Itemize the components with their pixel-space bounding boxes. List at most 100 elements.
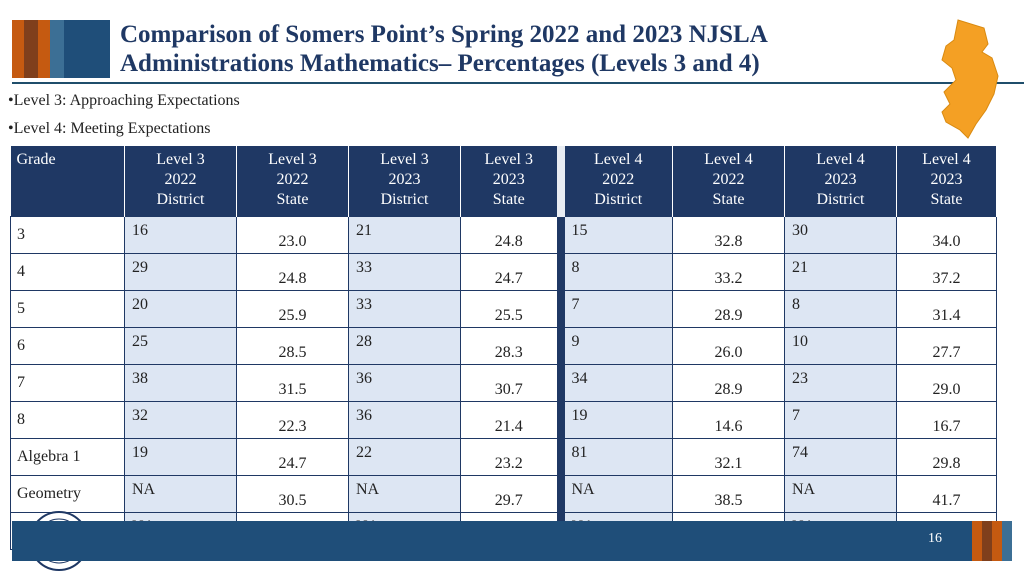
state-value-cell: 21.4 [460, 401, 561, 439]
state-value-cell: 29.0 [896, 364, 997, 402]
state-value-cell: 37.2 [896, 253, 997, 291]
district-value-cell: 30 [784, 216, 897, 254]
table-row: 8 32 22.3 36 21.4 19 14.6 7 16.7 [10, 401, 997, 439]
state-value-cell: 41.7 [896, 475, 997, 513]
table-row: 4 29 24.8 33 24.7 8 33.2 21 37.2 [10, 253, 997, 291]
district-value-cell: NA [556, 475, 673, 513]
table-header-row: Grade Level 3 2022 District Level 3 2022 Sta… [10, 146, 997, 217]
header-l4-2022-state: Level 4 2022 State [672, 146, 785, 217]
district-value-cell: NA [784, 475, 897, 513]
district-value-cell: 7 [556, 290, 673, 328]
district-value-cell: 19 [556, 401, 673, 439]
state-value-cell: 28.3 [460, 327, 561, 365]
state-value-cell: 24.7 [460, 253, 561, 291]
grade-cell: 6 [10, 327, 125, 365]
state-value-cell: 28.9 [672, 364, 785, 402]
district-value-cell: 36 [348, 364, 461, 402]
title-line-2: Administrations Mathematics– Percentages… [120, 50, 760, 77]
district-value-cell: 29 [124, 253, 237, 291]
district-value-cell: 8 [556, 253, 673, 291]
district-value-cell: 74 [784, 438, 897, 476]
title-accent-stripes [12, 20, 110, 78]
district-value-cell: 8 [784, 290, 897, 328]
table-row: 3 16 23.0 21 24.8 15 32.8 30 34.0 [10, 216, 997, 254]
state-value-cell: 16.7 [896, 401, 997, 439]
grade-cell: 4 [10, 253, 125, 291]
state-value-cell: 23.0 [236, 216, 349, 254]
district-value-cell: 33 [348, 290, 461, 328]
bullet-level-4: •Level 4: Meeting Expectations [8, 120, 211, 137]
bullet-level-3-text: Level 3: Approaching Expectations [13, 92, 240, 109]
state-value-cell: 31.5 [236, 364, 349, 402]
district-value-cell: 20 [124, 290, 237, 328]
district-value-cell: NA [348, 475, 461, 513]
state-value-cell: 28.5 [236, 327, 349, 365]
state-value-cell: 31.4 [896, 290, 997, 328]
district-value-cell: 16 [124, 216, 237, 254]
grade-cell: 8 [10, 401, 125, 439]
state-value-cell: 26.0 [672, 327, 785, 365]
district-value-cell: 33 [348, 253, 461, 291]
title-divider [12, 82, 1024, 84]
state-value-cell: 24.8 [236, 253, 349, 291]
state-value-cell: 29.7 [460, 475, 561, 513]
state-value-cell: 38.5 [672, 475, 785, 513]
state-value-cell: 25.9 [236, 290, 349, 328]
header-l4-2023-district: Level 4 2023 District [784, 146, 897, 217]
state-value-cell: 32.1 [672, 438, 785, 476]
header-l3-2023-district: Level 3 2023 District [348, 146, 461, 217]
state-value-cell: 23.2 [460, 438, 561, 476]
state-value-cell: 14.6 [672, 401, 785, 439]
state-value-cell: 27.7 [896, 327, 997, 365]
table-row: 6 25 28.5 28 28.3 9 26.0 10 27.7 [10, 327, 997, 365]
district-value-cell: 38 [124, 364, 237, 402]
title-line-1: Comparison of Somers Point’s Spring 2022… [120, 21, 768, 48]
grade-cell: Algebra 1 [10, 438, 125, 476]
state-value-cell: 24.7 [236, 438, 349, 476]
page-title: Comparison of Somers Point’s Spring 2022… [120, 20, 920, 78]
grade-cell: 5 [10, 290, 125, 328]
state-value-cell: 24.8 [460, 216, 561, 254]
bullet-level-4-text: Level 4: Meeting Expectations [13, 120, 211, 137]
math-comparison-table: Grade Level 3 2022 District Level 3 2022 Sta… [10, 146, 997, 550]
district-value-cell: 32 [124, 401, 237, 439]
state-value-cell: 32.8 [672, 216, 785, 254]
state-value-cell: 28.9 [672, 290, 785, 328]
bullet-level-3: •Level 3: Approaching Expectations [8, 92, 240, 109]
footer-accent-stripes [972, 521, 1012, 561]
district-value-cell: 7 [784, 401, 897, 439]
footer-bar: 16 [12, 521, 1012, 561]
district-value-cell: 34 [556, 364, 673, 402]
district-value-cell: NA [124, 475, 237, 513]
header-l4-2022-district: Level 4 2022 District [556, 146, 673, 217]
grade-cell: Geometry [10, 475, 125, 513]
page-number: 16 [928, 531, 942, 546]
district-value-cell: 36 [348, 401, 461, 439]
state-value-cell: 34.0 [896, 216, 997, 254]
header-l3-2022-state: Level 3 2022 State [236, 146, 349, 217]
state-value-cell: 25.5 [460, 290, 561, 328]
header-l4-2023-state: Level 4 2023 State [896, 146, 997, 217]
district-value-cell: 23 [784, 364, 897, 402]
district-value-cell: 15 [556, 216, 673, 254]
district-value-cell: 25 [124, 327, 237, 365]
table-row: 7 38 31.5 36 30.7 34 28.9 23 29.0 [10, 364, 997, 402]
table-row: Geometry NA 30.5 NA 29.7 NA 38.5 NA 41.7 [10, 475, 997, 513]
header-l3-2022-district: Level 3 2022 District [124, 146, 237, 217]
district-value-cell: 28 [348, 327, 461, 365]
table-row: 5 20 25.9 33 25.5 7 28.9 8 31.4 [10, 290, 997, 328]
state-value-cell: 30.5 [236, 475, 349, 513]
district-value-cell: 22 [348, 438, 461, 476]
district-value-cell: 21 [348, 216, 461, 254]
district-value-cell: 10 [784, 327, 897, 365]
grade-cell: 3 [10, 216, 125, 254]
table-row: Algebra 1 19 24.7 22 23.2 81 32.1 74 29.8 [10, 438, 997, 476]
district-value-cell: 9 [556, 327, 673, 365]
district-value-cell: 19 [124, 438, 237, 476]
district-value-cell: 21 [784, 253, 897, 291]
district-value-cell: 81 [556, 438, 673, 476]
state-value-cell: 22.3 [236, 401, 349, 439]
header-l3-2023-state: Level 3 2023 State [460, 146, 561, 217]
state-value-cell: 30.7 [460, 364, 561, 402]
state-value-cell: 29.8 [896, 438, 997, 476]
